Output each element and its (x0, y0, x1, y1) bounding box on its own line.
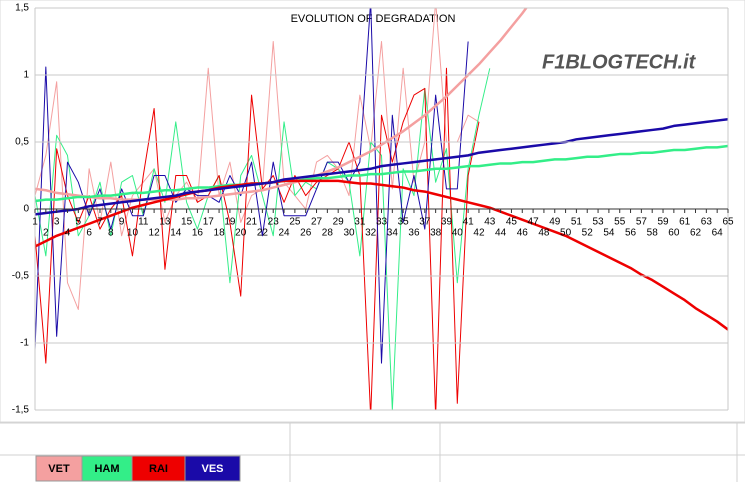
x-tick-label: 18 (214, 228, 226, 239)
x-tick-label: 65 (722, 217, 734, 228)
x-tick-label: 27 (311, 217, 323, 228)
x-tick-label: 41 (463, 217, 475, 228)
x-tick-label: 53 (593, 217, 605, 228)
x-tick-label: 44 (495, 228, 507, 239)
y-tick-label: 0 (23, 204, 29, 215)
x-tick-label: 26 (300, 228, 312, 239)
y-tick-label: -1 (20, 338, 29, 349)
x-tick-label: 2 (43, 228, 49, 239)
y-tick-label: 1,5 (15, 3, 29, 14)
x-tick-label: 48 (538, 228, 550, 239)
x-tick-label: 62 (690, 228, 702, 239)
x-tick-label: 47 (528, 217, 540, 228)
trend-line (35, 117, 728, 216)
series-line (35, 68, 491, 410)
x-tick-label: 14 (170, 228, 182, 239)
x-tick-label: 36 (408, 228, 420, 239)
x-tick-label: 15 (181, 217, 193, 228)
x-tick-label: 37 (419, 217, 431, 228)
legend-swatch (184, 455, 241, 482)
x-tick-label: 9 (119, 217, 125, 228)
legend-label: HAM (94, 463, 119, 475)
x-tick-label: 8 (108, 228, 114, 239)
x-tick-label: 13 (159, 217, 171, 228)
x-tick-label: 5 (76, 217, 82, 228)
x-tick-label: 28 (322, 228, 334, 239)
x-tick-label: 31 (354, 217, 366, 228)
x-tick-label: 59 (657, 217, 669, 228)
trend-line (35, 179, 728, 331)
x-tick-label: 46 (517, 228, 529, 239)
legend-swatch (131, 455, 186, 482)
x-tick-label: 39 (441, 217, 453, 228)
x-tick-label: 29 (333, 217, 345, 228)
series-line (35, 8, 480, 310)
x-tick-label: 33 (376, 217, 388, 228)
x-tick-label: 51 (571, 217, 583, 228)
x-tick-label: 38 (430, 228, 442, 239)
x-tick-label: 52 (582, 228, 594, 239)
y-tick-label: -0,5 (12, 271, 30, 282)
legend-label: VET (48, 463, 70, 475)
x-tick-label: 12 (149, 228, 161, 239)
logo: F1BLOGTECH.it (542, 51, 697, 73)
x-tick-label: 25 (289, 217, 301, 228)
x-tick-label: 20 (235, 228, 247, 239)
x-tick-label: 10 (127, 228, 139, 239)
x-tick-label: 3 (54, 217, 60, 228)
legend-label: RAI (149, 463, 168, 475)
x-tick-label: 58 (647, 228, 659, 239)
trend-line (35, 8, 528, 201)
x-tick-label: 57 (636, 217, 648, 228)
x-tick-label: 34 (387, 228, 399, 239)
y-tick-label: -1,5 (12, 405, 30, 416)
x-tick-label: 30 (343, 228, 355, 239)
trend-line (35, 144, 728, 203)
x-tick-label: 21 (246, 217, 258, 228)
x-tick-label: 4 (65, 228, 71, 239)
x-tick-label: 16 (192, 228, 204, 239)
legend-label: VES (201, 463, 223, 475)
x-tick-label: 54 (603, 228, 615, 239)
x-tick-label: 17 (203, 217, 215, 228)
x-tick-label: 6 (86, 228, 92, 239)
x-tick-label: 56 (625, 228, 637, 239)
y-tick-label: 1 (23, 70, 29, 81)
x-tick-label: 43 (484, 217, 496, 228)
x-tick-label: 45 (506, 217, 518, 228)
x-tick-label: 60 (668, 228, 680, 239)
x-tick-label: 19 (224, 217, 236, 228)
x-tick-label: 64 (712, 228, 724, 239)
series-line (35, 8, 469, 364)
x-tick-label: 42 (473, 228, 485, 239)
x-tick-label: 11 (138, 217, 149, 228)
x-tick-label: 22 (257, 228, 269, 239)
x-tick-label: 63 (701, 217, 713, 228)
y-tick-label: 0,5 (15, 137, 29, 148)
x-tick-label: 23 (268, 217, 280, 228)
x-tick-label: 7 (97, 217, 103, 228)
x-tick-label: 1 (32, 217, 38, 228)
x-tick-label: 24 (278, 228, 290, 239)
x-tick-label: 49 (549, 217, 561, 228)
chart-title: EVOLUTION OF DEGRADATION (291, 13, 456, 25)
x-tick-label: 35 (398, 217, 410, 228)
x-tick-label: 50 (560, 228, 572, 239)
x-tick-label: 61 (679, 217, 691, 228)
x-tick-label: 40 (452, 228, 464, 239)
legend-swatch (81, 455, 133, 482)
x-tick-label: 55 (614, 217, 626, 228)
plot (35, 8, 728, 410)
x-tick-label: 32 (365, 228, 377, 239)
